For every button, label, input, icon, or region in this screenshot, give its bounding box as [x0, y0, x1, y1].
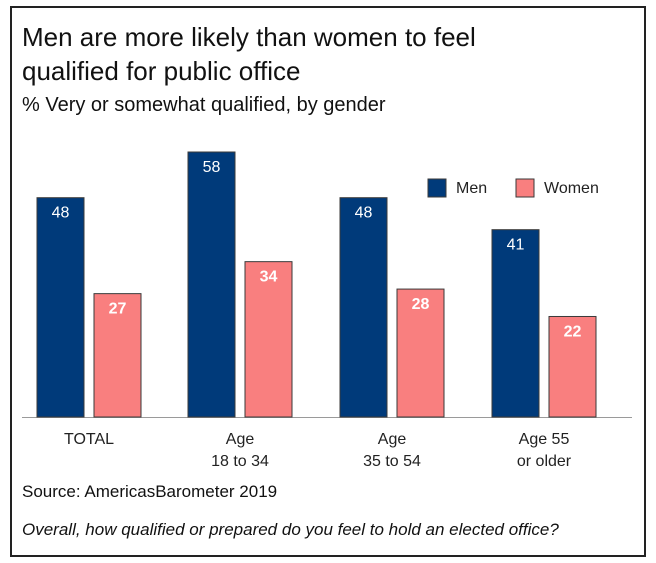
bar-women-3	[548, 315, 597, 418]
legend-label-men: Men	[456, 180, 487, 197]
bar-women-0	[93, 293, 142, 418]
data-label-men-0: 48	[52, 205, 70, 222]
legend-swatch-men	[427, 178, 447, 198]
data-label-women-1: 34	[260, 269, 278, 286]
bar-men-0	[36, 197, 85, 418]
category-label-2-0: Age	[378, 431, 407, 448]
data-label-women-2: 28	[412, 296, 430, 313]
category-label-2-1: 35 to 54	[363, 453, 421, 470]
data-label-men-1: 58	[203, 159, 221, 176]
chart-frame	[10, 6, 646, 557]
bar-women-2	[396, 288, 445, 418]
question-note: Overall, how qualified or prepared do yo…	[22, 520, 559, 539]
category-label-1-1: 18 to 34	[211, 453, 269, 470]
bar-men-3	[491, 229, 540, 418]
chart-subtitle: % Very or somewhat qualified, by gender	[22, 94, 386, 116]
source-text: Source: AmericasBarometer 2019	[22, 482, 278, 501]
bar-men-1	[187, 151, 236, 418]
data-label-men-3: 41	[507, 237, 525, 254]
bar-men-2	[339, 197, 388, 418]
category-label-0-0: TOTAL	[64, 431, 114, 448]
category-label-3-1: or older	[517, 453, 572, 470]
data-label-women-3: 22	[564, 323, 582, 340]
bar-women-1	[244, 261, 293, 418]
legend-label-women: Women	[544, 180, 599, 197]
legend-swatch-women	[515, 178, 535, 198]
chart-title: Men are more likely than women to feel q…	[22, 22, 476, 86]
data-label-men-2: 48	[355, 205, 373, 222]
category-label-1-0: Age	[226, 431, 255, 448]
category-label-3-0: Age 55	[519, 431, 570, 448]
data-label-women-0: 27	[109, 301, 127, 318]
